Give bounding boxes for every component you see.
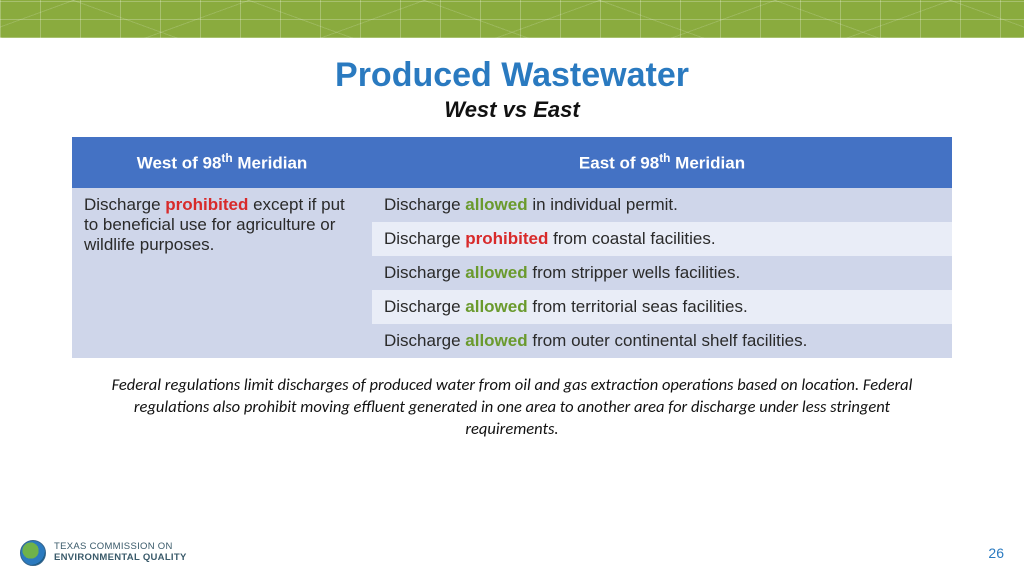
east-pre: Discharge bbox=[384, 331, 465, 350]
west-key: prohibited bbox=[165, 195, 248, 214]
east-post: from territorial seas facilities. bbox=[528, 297, 748, 316]
col-header-east: East of 98th Meridian bbox=[372, 137, 952, 188]
agency-logo-icon bbox=[20, 540, 46, 566]
east-post: from outer continental shelf facilities. bbox=[528, 331, 808, 350]
east-row: Discharge allowed from outer continental… bbox=[372, 324, 952, 358]
slide-subtitle: West vs East bbox=[0, 97, 1024, 123]
col-header-west-sup: th bbox=[221, 151, 232, 165]
east-key: allowed bbox=[465, 297, 527, 316]
east-pre: Discharge bbox=[384, 297, 465, 316]
east-row: Discharge allowed from stripper wells fa… bbox=[372, 256, 952, 290]
east-row: Discharge prohibited from coastal facili… bbox=[372, 222, 952, 256]
east-key: allowed bbox=[465, 263, 527, 282]
east-row: Discharge allowed in individual permit. bbox=[372, 188, 952, 222]
col-header-west-pre: West of 98 bbox=[137, 154, 222, 173]
col-header-west-post: Meridian bbox=[233, 154, 308, 173]
west-cell: Discharge prohibited except if put to be… bbox=[72, 188, 372, 358]
page-number: 26 bbox=[988, 545, 1004, 561]
agency-block: TEXAS COMMISSION ON ENVIRONMENTAL QUALIT… bbox=[20, 540, 187, 566]
west-pre: Discharge bbox=[84, 195, 165, 214]
east-post: from coastal facilities. bbox=[548, 229, 715, 248]
east-post: from stripper wells facilities. bbox=[528, 263, 741, 282]
agency-text: TEXAS COMMISSION ON ENVIRONMENTAL QUALIT… bbox=[54, 542, 187, 564]
col-header-east-sup: th bbox=[659, 151, 670, 165]
agency-line2: ENVIRONMENTAL QUALITY bbox=[54, 553, 187, 564]
title-block: Produced Wastewater West vs East bbox=[0, 56, 1024, 123]
footer: TEXAS COMMISSION ON ENVIRONMENTAL QUALIT… bbox=[0, 540, 1024, 566]
slide-title: Produced Wastewater bbox=[0, 56, 1024, 95]
east-pre: Discharge bbox=[384, 229, 465, 248]
east-post: in individual permit. bbox=[528, 195, 678, 214]
east-row: Discharge allowed from territorial seas … bbox=[372, 290, 952, 324]
col-header-east-post: Meridian bbox=[670, 154, 745, 173]
col-header-east-pre: East of 98 bbox=[579, 154, 659, 173]
comparison-table: West of 98th Meridian East of 98th Merid… bbox=[72, 137, 952, 358]
top-banner bbox=[0, 0, 1024, 38]
footnote-text: Federal regulations limit discharges of … bbox=[102, 374, 922, 441]
east-key: prohibited bbox=[465, 229, 548, 248]
east-key: allowed bbox=[465, 195, 527, 214]
east-pre: Discharge bbox=[384, 195, 465, 214]
east-pre: Discharge bbox=[384, 263, 465, 282]
col-header-west: West of 98th Meridian bbox=[72, 137, 372, 188]
east-key: allowed bbox=[465, 331, 527, 350]
